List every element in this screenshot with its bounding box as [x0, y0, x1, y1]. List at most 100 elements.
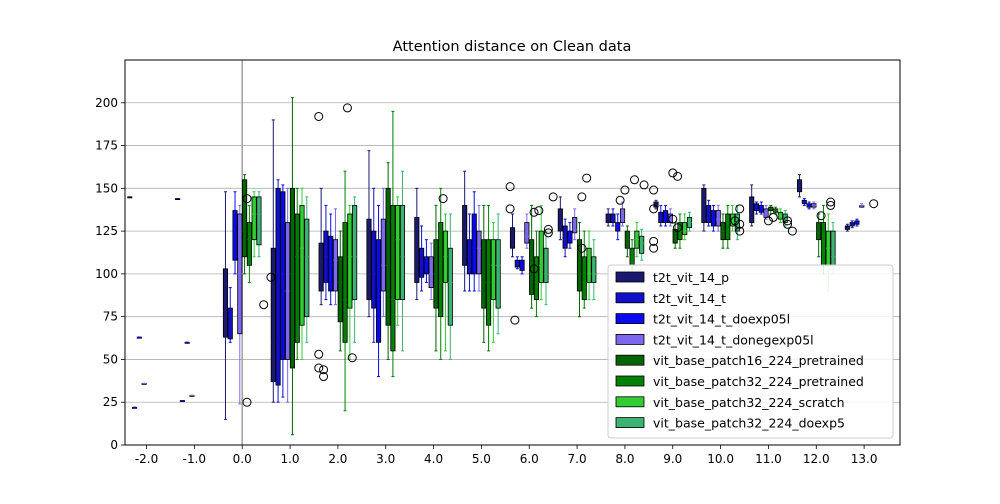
- box-rect: [332, 239, 339, 292]
- box-rect: [342, 222, 348, 343]
- outlier-point: [649, 204, 659, 214]
- box-rect: [796, 179, 803, 193]
- outlier-point: [826, 200, 836, 210]
- box-plot: [251, 191, 257, 258]
- box-plot: [495, 213, 501, 335]
- legend-swatch: [615, 292, 645, 304]
- box-plot: [576, 222, 583, 318]
- box-plot: [706, 199, 712, 227]
- box-plot: [275, 179, 281, 403]
- box-rect: [447, 247, 453, 326]
- box-plot: [419, 225, 425, 292]
- box-plot: [414, 187, 420, 301]
- box-rect: [533, 256, 539, 300]
- box-rect: [586, 247, 592, 283]
- box-plot: [572, 208, 578, 241]
- box-rect: [438, 222, 444, 318]
- box-plot: [663, 204, 669, 227]
- x-axis-ticks: -2.0 -1.0 0.0 1.0 2.0 3.0 4.0 5.0 6.0 7.0 8.0 9.0 10…: [135, 445, 878, 466]
- box-rect: [591, 256, 597, 283]
- x-tick-label: 2.0: [328, 452, 347, 466]
- box-rect: [347, 213, 353, 309]
- legend-swatch: [615, 271, 645, 283]
- outlier-point: [510, 315, 520, 325]
- box-plot: [189, 394, 195, 397]
- box-plot: [433, 204, 439, 352]
- box-plot: [624, 225, 630, 258]
- outlier-point: [620, 185, 630, 195]
- outlier-point: [735, 219, 745, 229]
- box-plot: [658, 204, 664, 227]
- box-plot: [442, 213, 449, 352]
- legend-label: vit_base_patch32_224_doexp5: [653, 416, 845, 431]
- box-plot: [758, 201, 764, 215]
- box-rect: [725, 213, 731, 241]
- box-plot: [127, 196, 133, 199]
- legend-label: t2t_vit_14_t_donegexp05l: [653, 332, 814, 347]
- box-rect: [710, 210, 716, 227]
- box-plot: [328, 213, 334, 306]
- x-tick-label: 13.0: [851, 452, 878, 466]
- outlier-point: [242, 194, 252, 204]
- box-plot: [352, 196, 358, 343]
- box-plot: [796, 174, 803, 198]
- box-rect: [399, 205, 406, 300]
- box-plot: [342, 170, 348, 412]
- outlier-point: [266, 272, 276, 282]
- outlier-point: [869, 199, 879, 209]
- box-rect: [782, 213, 788, 223]
- box-rect: [701, 187, 707, 223]
- box-plot: [294, 187, 300, 360]
- y-tick-label: 100: [95, 267, 118, 281]
- legend-label: vit_base_patch32_224_scratch: [653, 395, 845, 410]
- box-plot: [299, 187, 305, 360]
- legend-entry: t2t_vit_14_t_donegexp05l: [615, 332, 814, 347]
- box-rect: [371, 230, 377, 309]
- box-plot: [710, 204, 716, 232]
- legend-swatch: [615, 417, 645, 429]
- x-tick-label: 6.0: [520, 452, 539, 466]
- box-plot: [634, 222, 640, 258]
- legend-entry: vit_base_patch32_224_doexp5: [615, 416, 845, 431]
- legend-swatch: [615, 333, 645, 345]
- x-tick-label: 11.0: [755, 452, 782, 466]
- box-rect: [730, 213, 736, 227]
- box-plot: [524, 213, 530, 249]
- outlier-point: [783, 219, 793, 229]
- box-plot: [237, 204, 243, 405]
- outlier-point: [319, 372, 329, 382]
- box-rect: [227, 307, 233, 340]
- box-rect: [682, 222, 688, 235]
- box-rect: [715, 210, 721, 227]
- box-rect: [251, 196, 257, 241]
- box-plot: [366, 150, 372, 318]
- chart-title: Attention distance on Clean data: [393, 39, 632, 55]
- box-rect: [830, 230, 836, 266]
- legend-swatch: [615, 313, 645, 325]
- box-rect: [280, 191, 286, 360]
- box-plot: [562, 218, 568, 258]
- plot-frame: [124, 59, 901, 446]
- outlier-point: [314, 363, 324, 373]
- box-rect: [375, 239, 382, 343]
- box-plot: [371, 187, 377, 343]
- box-rect: [275, 187, 281, 386]
- legend-entry: vit_base_patch16_224_pretrained: [615, 353, 864, 368]
- box-plot: [179, 400, 185, 402]
- box-plot: [806, 201, 812, 210]
- box-rect: [538, 230, 544, 283]
- box-plot: [715, 204, 721, 232]
- box-plot: [438, 187, 444, 360]
- box-plot: [347, 204, 353, 360]
- box-plot: [447, 213, 453, 360]
- outlier-point: [347, 353, 357, 363]
- box-plot: [270, 119, 276, 403]
- x-tick-label: 8.0: [615, 452, 634, 466]
- box-rect: [495, 239, 501, 309]
- x-tick-label: 9.0: [663, 452, 682, 466]
- y-tick-label: 75: [103, 310, 118, 324]
- box-plot: [749, 184, 755, 227]
- legend-swatch: [615, 396, 645, 408]
- box-rect: [509, 227, 516, 249]
